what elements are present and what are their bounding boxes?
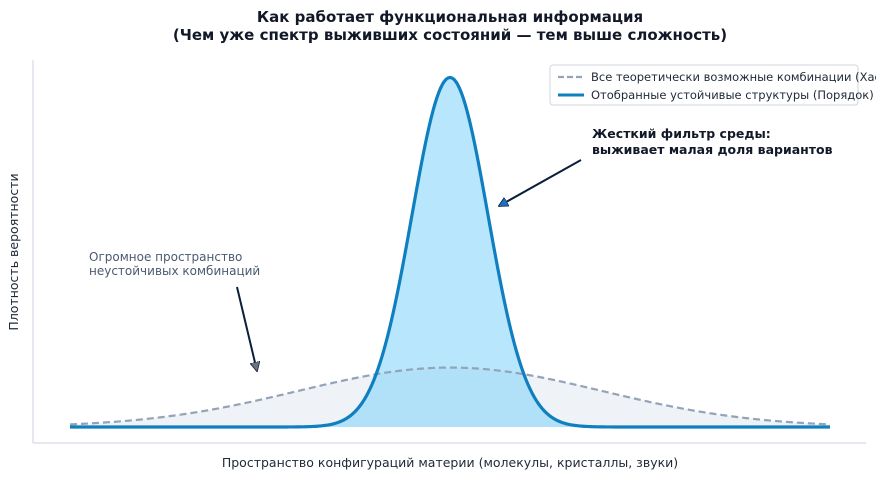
series-1-line bbox=[70, 75, 830, 429]
legend-box bbox=[549, 64, 859, 106]
annotation-filter: Жесткий фильтр среды: выживает малая дол… bbox=[499, 126, 833, 206]
annotation-chaos-arrow bbox=[236, 286, 257, 371]
legend-label-order: Отобранные устойчивые структуры (Порядок… bbox=[591, 88, 874, 102]
annotation-filter-arrow bbox=[499, 159, 582, 206]
annotation-chaos: Огромное пространство неустойчивых комби… bbox=[89, 250, 260, 371]
chart-title-line-2: (Чем уже спектр выживших состояний — тем… bbox=[173, 26, 727, 44]
x-axis-label: Пространство конфигураций материи (молек… bbox=[222, 455, 678, 470]
plot-area bbox=[69, 75, 831, 429]
chart-title-line-1: Как работает функциональная информация bbox=[257, 8, 643, 26]
annotation-filter-line-1: Жесткий фильтр среды: bbox=[592, 126, 771, 141]
annotation-chaos-line-1: Огромное пространство bbox=[89, 250, 242, 264]
legend-label-chaos: Все теоретически возможные комбинации (Х… bbox=[591, 70, 876, 84]
annotation-chaos-line-2: неустойчивых комбинаций bbox=[89, 264, 260, 278]
series-0-line bbox=[69, 366, 831, 426]
legend: Все теоретически возможные комбинации (Х… bbox=[549, 64, 876, 106]
annotation-filter-line-2: выживает малая доля вариантов bbox=[592, 142, 833, 157]
y-axis-label: Плотность вероятности bbox=[6, 173, 21, 330]
series-1-area bbox=[70, 77, 830, 427]
